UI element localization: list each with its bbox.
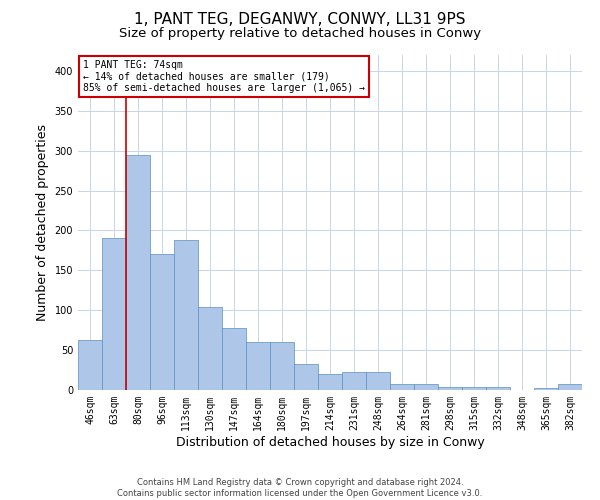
Text: Contains HM Land Registry data © Crown copyright and database right 2024.
Contai: Contains HM Land Registry data © Crown c… <box>118 478 482 498</box>
Bar <box>318 374 342 390</box>
Bar <box>222 328 246 390</box>
Bar <box>558 384 582 390</box>
Bar <box>198 307 222 390</box>
Bar <box>150 254 174 390</box>
Bar <box>390 384 414 390</box>
Bar <box>486 387 510 390</box>
Bar <box>414 384 438 390</box>
Bar <box>270 342 294 390</box>
Bar <box>462 387 486 390</box>
Bar <box>78 340 102 390</box>
X-axis label: Distribution of detached houses by size in Conwy: Distribution of detached houses by size … <box>176 436 484 448</box>
Text: Size of property relative to detached houses in Conwy: Size of property relative to detached ho… <box>119 28 481 40</box>
Bar <box>366 372 390 390</box>
Bar <box>342 372 366 390</box>
Text: 1 PANT TEG: 74sqm
← 14% of detached houses are smaller (179)
85% of semi-detache: 1 PANT TEG: 74sqm ← 14% of detached hous… <box>83 60 365 93</box>
Bar <box>102 238 126 390</box>
Y-axis label: Number of detached properties: Number of detached properties <box>36 124 49 321</box>
Bar <box>246 342 270 390</box>
Bar <box>174 240 198 390</box>
Bar <box>438 387 462 390</box>
Bar <box>294 364 318 390</box>
Bar <box>534 388 558 390</box>
Text: 1, PANT TEG, DEGANWY, CONWY, LL31 9PS: 1, PANT TEG, DEGANWY, CONWY, LL31 9PS <box>134 12 466 28</box>
Bar <box>126 154 150 390</box>
